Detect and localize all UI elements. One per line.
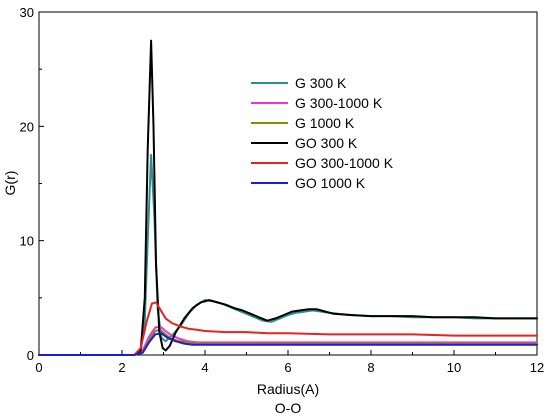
legend-label: GO 300 K [295,135,358,151]
series-line-4 [38,301,538,356]
x-tick-label: 6 [284,360,291,375]
x-tick-label: 4 [201,360,208,375]
y-tick-label: 30 [20,5,34,20]
series-line-1 [38,325,538,356]
x-tick-label: 8 [367,360,374,375]
legend-label: G 1000 K [295,115,355,131]
series-line-0 [38,153,538,356]
axis-ticks: 0 2 4 6 8 10 12 0 10 20 30 [20,5,545,375]
series-line-3 [38,39,538,356]
series-line-5 [38,332,538,356]
legend-label: G 300-1000 K [295,95,383,111]
y-tick-label: 10 [20,234,34,249]
y-axis-label: G(r) [2,171,18,196]
x-tick-label: 0 [35,360,42,375]
x-tick-label: 10 [447,360,461,375]
series-line-2 [38,328,538,356]
chart-subtitle: O-O [275,400,302,416]
x-tick-label: 12 [530,360,544,375]
legend-label: GO 1000 K [295,175,366,191]
x-axis-label: Radius(A) [257,381,319,397]
series-lines [38,39,538,356]
y-tick-label: 0 [27,348,34,363]
legend: G 300 K G 300-1000 K G 1000 K GO 300 K GO 30… [251,75,394,191]
legend-label: G 300 K [295,75,347,91]
x-tick-label: 2 [118,360,125,375]
legend-label: GO 300-1000 K [295,155,394,171]
y-tick-label: 20 [20,119,34,134]
